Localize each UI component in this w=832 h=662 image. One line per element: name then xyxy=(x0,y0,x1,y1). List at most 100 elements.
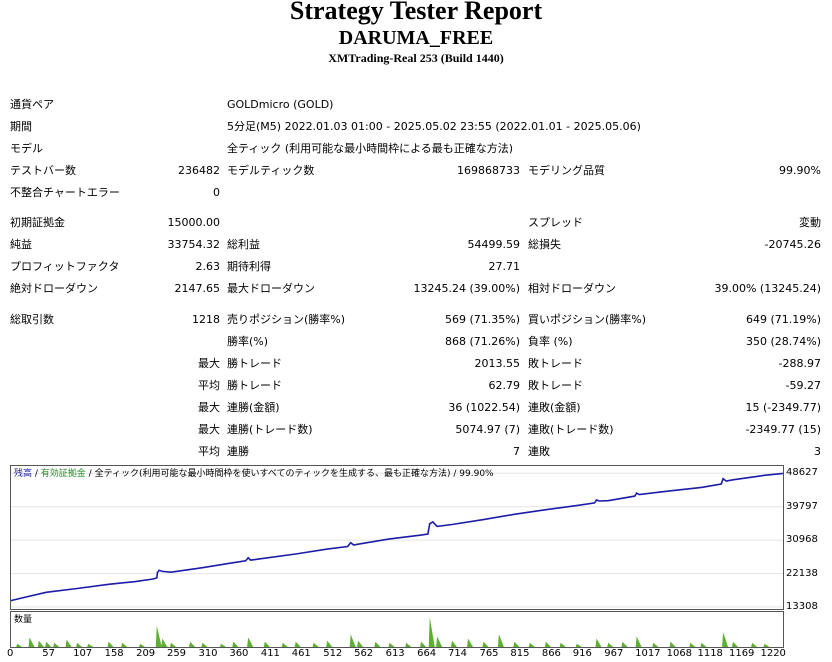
y-tick-label: 39797 xyxy=(786,500,818,512)
volume-bar xyxy=(700,642,707,647)
stat-cell: 勝トレード xyxy=(227,357,282,370)
stat-cell: 期間 xyxy=(10,120,32,133)
balance-chart: 残高 / 有効証拠金 / 全ティック(利用可能な最小時間枠を使いすべてのティック… xyxy=(10,465,784,610)
x-tick-label: 360 xyxy=(229,648,249,659)
stat-cell: 勝トレード xyxy=(227,379,282,392)
x-tick-label: 1169 xyxy=(728,648,755,659)
volume-bar xyxy=(731,641,738,647)
stat-cell: 不整合チャートエラー xyxy=(10,186,120,199)
stat-cell: 連勝(トレード数) xyxy=(227,423,313,436)
stat-cell: 2013.55 xyxy=(474,357,521,370)
volume-bar xyxy=(621,641,628,647)
volume-bar xyxy=(528,642,535,647)
stat-cell: 連勝 xyxy=(227,445,249,458)
volume-bar xyxy=(37,640,44,647)
volume-bar xyxy=(294,641,301,647)
stat-cell: -2349.77 (15) xyxy=(745,423,821,436)
x-tick-label: 1220 xyxy=(760,648,786,659)
server-build: XMTrading-Real 253 (Build 1440) xyxy=(328,51,504,65)
x-tick-label: 562 xyxy=(354,648,374,659)
stat-cell: 相対ドローダウン xyxy=(528,282,616,295)
x-tick-label: 613 xyxy=(385,648,405,659)
stat-cell: 868 (71.26%) xyxy=(444,335,520,348)
volume-bar xyxy=(497,634,504,647)
stat-cell: 買いポジション(勝率%) xyxy=(528,313,647,326)
legend-sep: / xyxy=(450,469,460,479)
stat-cell: 569 (71.35%) xyxy=(444,313,520,326)
volume-bar xyxy=(219,643,226,647)
volume-bar xyxy=(53,642,60,647)
volume-bar xyxy=(689,642,696,647)
volume-bar xyxy=(139,643,146,647)
volume-bar xyxy=(635,636,642,647)
x-tick-label: 1118 xyxy=(697,648,723,659)
volume-bar xyxy=(28,637,35,647)
chart-legend: 残高 / 有効証拠金 / 全ティック(利用可能な最小時間枠を使いすべてのティック… xyxy=(14,468,494,480)
volume-bar xyxy=(107,641,114,647)
x-tick-label: 411 xyxy=(260,648,280,659)
stat-cell: 総損失 xyxy=(528,238,561,251)
stat-cell: 54499.59 xyxy=(467,238,521,251)
stat-cell: 649 (71.19%) xyxy=(745,313,821,326)
balance-chart-svg xyxy=(11,472,783,608)
x-tick-label: 1068 xyxy=(666,648,693,659)
volume-bar xyxy=(161,638,168,647)
x-tick-label: 1017 xyxy=(635,648,661,659)
stat-cell: 勝率(%) xyxy=(227,335,269,348)
stat-cell: 33754.32 xyxy=(167,238,221,251)
stat-cell: 平均 xyxy=(198,379,220,392)
x-tick-label: 107 xyxy=(73,648,93,659)
volume-bar xyxy=(751,642,758,647)
balance-line xyxy=(11,472,783,602)
legend-sep: / xyxy=(85,469,95,479)
stat-cell: 敗トレード xyxy=(528,379,583,392)
volume-bar xyxy=(420,641,427,647)
y-tick-label: 13308 xyxy=(786,601,818,612)
stat-cell: 99.90% xyxy=(779,164,821,177)
stat-cell: 総取引数 xyxy=(10,313,54,326)
x-tick-label: 815 xyxy=(510,648,530,659)
volume-bar xyxy=(374,641,381,647)
volume-bar xyxy=(482,641,489,647)
legend-balance: 残高 xyxy=(14,469,33,479)
x-tick-label: 765 xyxy=(479,648,499,659)
volume-bar xyxy=(281,642,288,647)
stat-cell: 27.71 xyxy=(488,260,521,273)
volume-bar xyxy=(169,642,176,647)
stat-cell: 変動 xyxy=(799,216,821,229)
stat-cell: モデリング品質 xyxy=(528,164,605,177)
volume-bar xyxy=(65,639,72,647)
stat-cell: 3 xyxy=(814,445,821,458)
stat-cell: 敗トレード xyxy=(528,357,583,370)
stat-cell: 5074.97 (7) xyxy=(455,423,520,436)
stat-cell: モデル xyxy=(10,142,43,155)
stat-cell: GOLDmicro (GOLD) xyxy=(227,98,334,111)
volume-bar xyxy=(388,642,395,647)
x-tick-label: 664 xyxy=(417,648,437,659)
stat-cell: 1218 xyxy=(192,313,220,326)
stat-cell: 負率 (%) xyxy=(528,335,573,348)
stat-cell: 最大 xyxy=(198,357,220,370)
stat-cell: 最大 xyxy=(198,423,220,436)
stat-cell: -20745.26 xyxy=(764,238,821,251)
x-tick-label: 259 xyxy=(166,648,187,659)
volume-bar xyxy=(312,642,319,647)
legend-sep: / xyxy=(32,469,41,479)
stat-cell: 39.00% (13245.24) xyxy=(714,282,821,295)
y-tick-label: 22138 xyxy=(786,567,818,579)
volume-bar xyxy=(189,641,196,647)
stat-cell: 最大 xyxy=(198,401,220,414)
stat-cell: テストバー数 xyxy=(10,164,76,177)
stat-cell: -288.97 xyxy=(778,357,821,370)
x-tick-label: 967 xyxy=(604,648,624,659)
volume-bar xyxy=(76,642,83,647)
legend-quality: 99.90% xyxy=(459,469,494,479)
volume-bar xyxy=(722,632,729,647)
volume-bar xyxy=(669,641,676,647)
x-tick-label: 512 xyxy=(323,648,343,659)
stat-cell: 通貨ペア xyxy=(10,98,54,111)
volume-bar xyxy=(467,638,474,647)
stat-cell: 連敗(金額) xyxy=(528,401,581,414)
stat-cell: モデルティック数 xyxy=(227,164,315,177)
stat-cell: 62.79 xyxy=(488,379,521,392)
